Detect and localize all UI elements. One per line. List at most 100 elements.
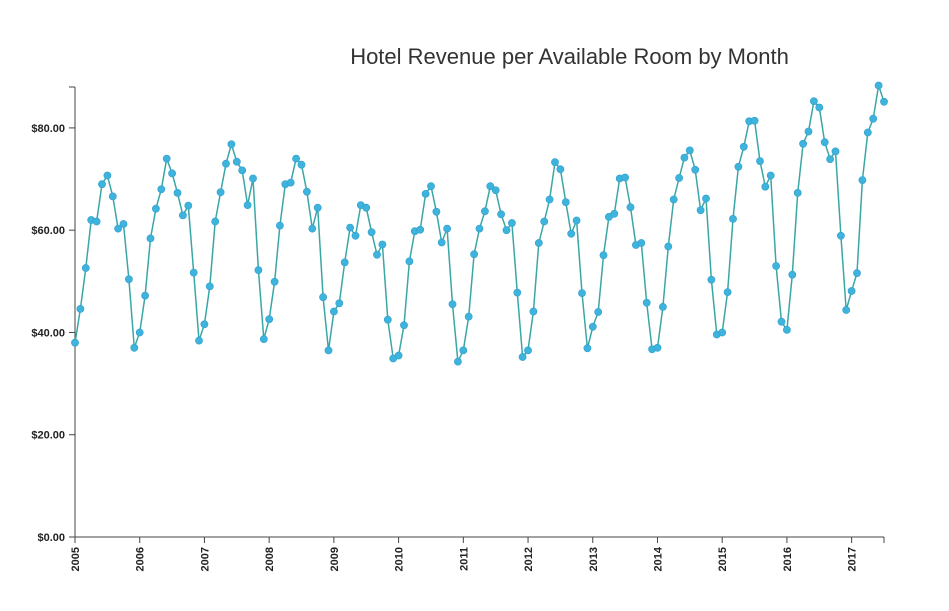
- data-point: [275, 221, 284, 230]
- data-point: [621, 173, 629, 182]
- y-tick-label: $20.00: [31, 430, 65, 442]
- data-point: [583, 344, 592, 353]
- data-point: [847, 287, 856, 295]
- data-point: [599, 251, 608, 260]
- data-point: [815, 103, 824, 112]
- data-point: [799, 139, 807, 148]
- data-point: [653, 343, 662, 352]
- data-point: [222, 159, 230, 168]
- data-point: [437, 238, 446, 247]
- data-point: [669, 195, 678, 204]
- data-point: [335, 299, 344, 308]
- data-point: [297, 160, 306, 169]
- data-point: [259, 335, 268, 343]
- data-point: [524, 346, 532, 355]
- data-point: [216, 188, 225, 197]
- data-point: [211, 217, 220, 226]
- data-point: [534, 239, 543, 247]
- y-tick-label: $40.00: [31, 327, 65, 339]
- data-point: [502, 226, 511, 235]
- data-point: [529, 307, 538, 316]
- data-point: [394, 351, 403, 360]
- data-point: [594, 308, 603, 316]
- data-point: [761, 182, 770, 191]
- data-point: [874, 81, 883, 90]
- data-point: [518, 353, 527, 361]
- data-point: [362, 203, 371, 212]
- data-point: [249, 174, 257, 183]
- y-tick-label: $60.00: [31, 225, 65, 237]
- data-point: [98, 180, 106, 189]
- data-point: [405, 257, 414, 266]
- data-point: [486, 182, 495, 191]
- data-point: [71, 338, 79, 347]
- data-point: [146, 234, 155, 243]
- data-point: [718, 328, 727, 337]
- data-point: [119, 220, 128, 228]
- data-point: [680, 153, 689, 162]
- data-point: [346, 223, 354, 232]
- data-point: [81, 264, 90, 272]
- data-point: [540, 217, 549, 226]
- data-point: [675, 174, 683, 182]
- data-point: [92, 217, 101, 226]
- data-point: [497, 210, 505, 219]
- data-point: [383, 315, 392, 324]
- data-point: [464, 312, 473, 321]
- data-point: [319, 293, 327, 302]
- data-point: [313, 203, 322, 212]
- data-point: [739, 142, 748, 151]
- data-point: [254, 266, 263, 274]
- x-tick-label: 2012: [523, 547, 535, 571]
- data-point: [292, 154, 300, 163]
- data-point: [788, 270, 797, 279]
- data-point: [243, 201, 252, 209]
- axes: $0.00 $20.00 $40.00 $60.00 $80.00 2005 2006 200…: [31, 86, 885, 571]
- data-point: [826, 155, 834, 163]
- x-tick-label: 2005: [70, 547, 82, 571]
- data-point: [756, 157, 764, 165]
- x-tick-label: 2014: [652, 546, 664, 571]
- data-point: [766, 171, 775, 180]
- data-point: [227, 140, 236, 149]
- data-point: [491, 186, 500, 195]
- data-point: [157, 185, 166, 194]
- data-point: [421, 189, 430, 198]
- data-point: [777, 317, 786, 326]
- data-point: [340, 258, 349, 267]
- data-point: [475, 224, 484, 233]
- data-point: [76, 304, 85, 313]
- data-point: [750, 116, 759, 125]
- data-point: [723, 288, 732, 296]
- data-point: [324, 346, 333, 355]
- data-point: [626, 203, 635, 212]
- data-point: [265, 315, 274, 324]
- data-point: [302, 187, 311, 196]
- data-point: [831, 147, 840, 156]
- x-tick-label: 2017: [847, 547, 859, 571]
- data-point: [696, 206, 705, 215]
- data-point: [659, 302, 667, 311]
- data-point: [480, 207, 489, 216]
- data-point: [124, 275, 133, 284]
- data-point: [448, 300, 457, 309]
- data-point: [858, 176, 867, 184]
- x-tick-label: 2013: [588, 547, 600, 571]
- data-point: [453, 357, 462, 366]
- data-point: [869, 114, 878, 123]
- data-point: [367, 228, 376, 237]
- data-point: [783, 325, 791, 334]
- data-point: [551, 158, 559, 167]
- data-point: [707, 275, 716, 284]
- data-point: [329, 307, 338, 316]
- data-point: [507, 219, 516, 227]
- series-line: [74, 85, 885, 365]
- data-point: [853, 269, 861, 277]
- x-tick-label: 2007: [199, 547, 211, 571]
- data-point: [842, 306, 851, 314]
- data-point: [173, 188, 182, 197]
- data-point: [578, 289, 586, 297]
- data-point: [863, 128, 872, 137]
- x-tick-label: 2016: [782, 547, 794, 571]
